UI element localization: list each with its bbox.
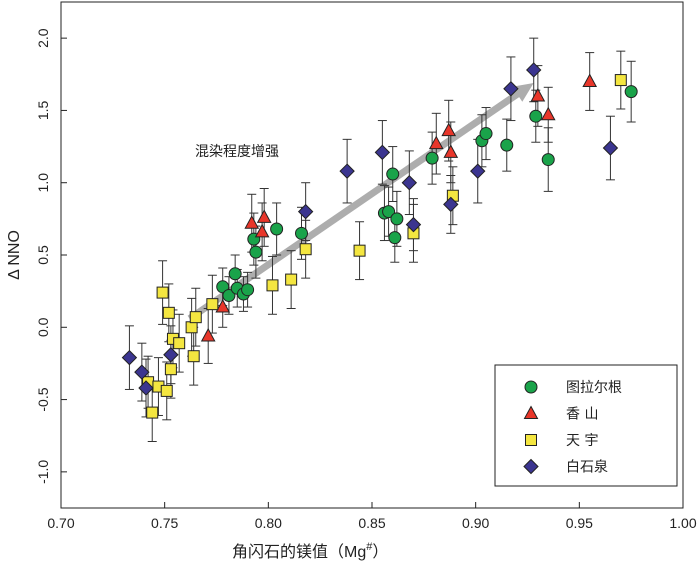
point-3-11 — [503, 81, 519, 97]
point-0-12 — [386, 167, 400, 181]
point-2-1 — [146, 406, 159, 419]
point-0-5 — [241, 283, 255, 297]
legend-marker-1 — [523, 405, 539, 419]
point-0-1 — [222, 288, 236, 302]
point-2-12 — [206, 298, 219, 311]
point-0-21 — [624, 85, 638, 99]
point-2-5 — [162, 306, 175, 319]
point-1-2 — [244, 215, 260, 229]
point-3-5 — [339, 163, 355, 179]
point-1-1 — [215, 298, 231, 313]
point-3-13 — [602, 140, 619, 156]
point-0-20 — [541, 153, 555, 167]
point-0-2 — [228, 267, 242, 281]
point-2-6 — [164, 363, 177, 376]
x-tick-label-5: 0.95 — [566, 515, 593, 531]
data-markers-layer — [121, 62, 638, 419]
point-2-4 — [160, 384, 173, 397]
point-3-4 — [297, 203, 314, 220]
point-3-2 — [138, 380, 154, 396]
legend-marker-0 — [524, 380, 538, 394]
x-tick-label-2: 0.80 — [255, 515, 282, 531]
x-tick-label-1: 0.75 — [151, 515, 178, 531]
point-0-14 — [390, 212, 404, 226]
y-tick-label-0: -1.0 — [35, 460, 51, 484]
point-1-8 — [530, 87, 546, 102]
point-0-11 — [382, 205, 396, 219]
legend-label-1: 香 山 — [566, 407, 598, 423]
point-1-4 — [256, 209, 272, 223]
trend-arrow — [187, 83, 534, 322]
point-2-10 — [187, 350, 200, 363]
point-2-11 — [189, 311, 202, 324]
point-3-9 — [443, 196, 459, 213]
x-axis-title: 角闪石的镁值（Mg#） — [232, 541, 388, 561]
point-1-10 — [582, 73, 598, 88]
point-3-0 — [121, 349, 138, 366]
x-tick-label-0: 0.70 — [47, 515, 74, 531]
point-0-7 — [249, 245, 263, 259]
y-tick-label-4: 1.0 — [35, 173, 51, 193]
point-0-17 — [479, 127, 493, 141]
point-2-19 — [614, 74, 627, 87]
legend-label-0: 图拉尔根 — [566, 380, 622, 396]
y-tick-label-3: 0.5 — [35, 245, 51, 265]
x-tick-label-6: 1.00 — [669, 515, 696, 531]
point-0-19 — [529, 109, 543, 123]
point-3-3 — [163, 347, 179, 363]
point-1-3 — [254, 223, 270, 238]
y-axis: -1.0 -0.5 0.0 0.5 1.0 1.5 2.0 — [35, 28, 67, 484]
point-3-12 — [526, 62, 542, 78]
point-0-8 — [270, 222, 284, 236]
point-2-13 — [266, 279, 279, 292]
point-3-6 — [374, 144, 391, 161]
point-1-7 — [443, 144, 459, 158]
legend-marker-2 — [525, 434, 537, 446]
x-axis: 0.70 0.75 0.80 0.85 0.90 0.95 1.00 — [47, 502, 697, 531]
legend-label-3: 白石泉 — [566, 459, 608, 476]
y-tick-label-5: 1.5 — [35, 100, 51, 120]
point-0-0 — [216, 280, 230, 294]
point-3-7 — [401, 175, 418, 191]
point-2-14 — [285, 273, 298, 286]
point-0-18 — [500, 138, 514, 152]
legend-marker-3 — [523, 458, 539, 475]
point-1-5 — [428, 135, 444, 150]
x-tick-label-3: 0.85 — [358, 515, 385, 531]
point-3-1 — [134, 364, 150, 380]
point-2-9 — [185, 321, 198, 334]
legend-label-2: 天 宇 — [566, 433, 598, 449]
point-0-9 — [295, 226, 309, 240]
annotation-label: 混染程度增强 — [195, 144, 279, 160]
point-1-6 — [441, 122, 457, 137]
y-tick-label-6: 2.0 — [35, 28, 51, 48]
point-2-15 — [299, 243, 312, 256]
x-tick-label-4: 0.90 — [462, 515, 489, 531]
y-tick-label-1: -0.5 — [35, 387, 51, 411]
point-1-9 — [540, 106, 556, 121]
point-0-13 — [388, 231, 402, 245]
point-3-8 — [405, 216, 422, 233]
point-1-0 — [200, 327, 216, 342]
point-2-3 — [156, 286, 169, 299]
point-3-10 — [470, 163, 486, 179]
point-2-16 — [353, 244, 366, 257]
point-0-15 — [425, 151, 439, 165]
y-axis-title: Δ NNO — [6, 230, 23, 280]
point-2-8 — [173, 337, 186, 350]
y-tick-label-2: 0.0 — [35, 317, 51, 337]
